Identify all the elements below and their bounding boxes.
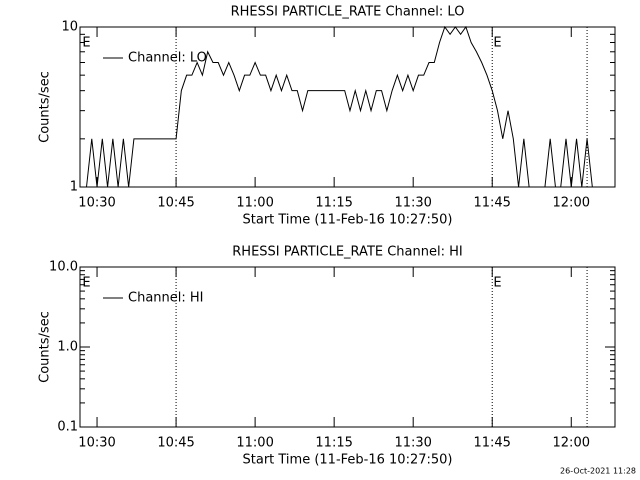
plot-frame xyxy=(79,26,616,188)
y-tick-label: 10 xyxy=(61,20,78,35)
x-tick-label: 10:45 xyxy=(157,436,194,451)
y-tick-label: 1 xyxy=(70,180,78,195)
x-tick-label: 11:00 xyxy=(236,436,273,451)
annotation: E xyxy=(493,276,501,291)
x-tick-label: 10:45 xyxy=(157,196,194,211)
x-tick-label: 11:30 xyxy=(394,196,431,211)
x-tick-label: 10:30 xyxy=(78,436,115,451)
x-tick-label: 10:30 xyxy=(78,196,115,211)
annotation: E xyxy=(82,276,90,291)
x-tick-label: 12:00 xyxy=(553,436,590,451)
annotation: E xyxy=(82,36,90,51)
footer: 26-Oct-2021 11:28 xyxy=(560,467,636,476)
x-tick-label: 11:30 xyxy=(394,436,431,451)
x-tick-label: 11:15 xyxy=(315,436,352,451)
chart-title: RHESSI PARTICLE_RATE Channel: HI xyxy=(232,245,462,260)
data-line xyxy=(86,25,593,188)
x-axis-label: Start Time (11-Feb-16 10:27:50) xyxy=(243,213,453,228)
x-tick-label: 11:45 xyxy=(473,196,510,211)
x-tick-label: 11:45 xyxy=(473,436,510,451)
y-tick-label: 10.0 xyxy=(49,260,78,275)
x-tick-label: 11:15 xyxy=(315,196,352,211)
x-tick-label: 11:00 xyxy=(236,196,273,211)
y-tick-label: 1.0 xyxy=(57,340,78,355)
y-axis-label: Counts/sec xyxy=(38,311,53,383)
x-axis-label: Start Time (11-Feb-16 10:27:50) xyxy=(243,453,453,468)
y-tick-label: 0.1 xyxy=(57,420,78,435)
x-tick-label: 12:00 xyxy=(553,196,590,211)
y-axis-label: Counts/sec xyxy=(38,71,53,143)
legend-label: Channel: HI xyxy=(128,291,204,306)
chart-title: RHESSI PARTICLE_RATE Channel: LO xyxy=(231,5,465,20)
annotation: E xyxy=(493,36,501,51)
legend-label: Channel: LO xyxy=(128,51,207,66)
